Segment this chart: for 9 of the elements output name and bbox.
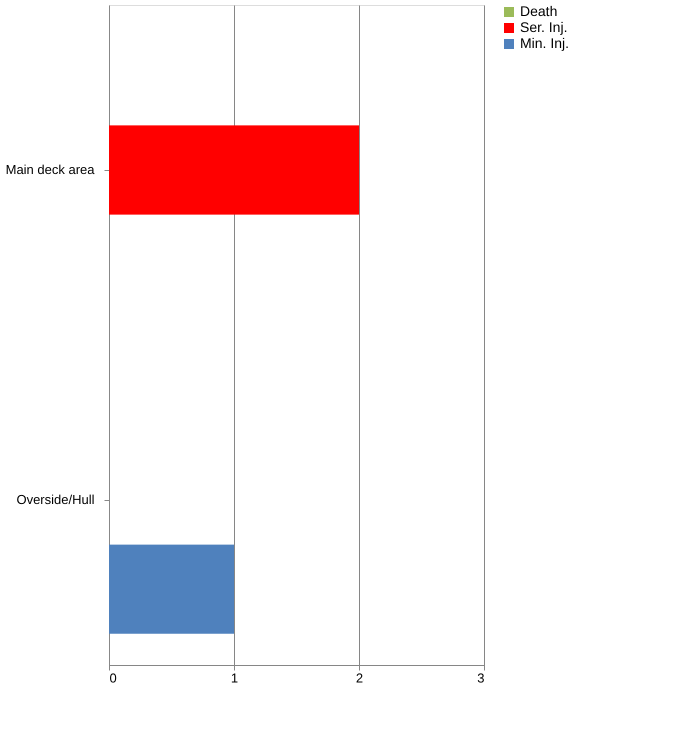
- legend-label: Ser. Inj.: [520, 19, 568, 35]
- x-tick-label: 0: [110, 670, 117, 686]
- legend-label: Death: [520, 3, 558, 19]
- legend-label: Min. Inj.: [520, 35, 570, 51]
- y-tick-label: Main deck area: [6, 162, 96, 177]
- y-tick-label: Overside/Hull: [16, 492, 95, 507]
- x-tick-label: 1: [230, 670, 238, 686]
- x-tick-label: 3: [477, 670, 484, 686]
- x-tick-label: 2: [356, 670, 364, 686]
